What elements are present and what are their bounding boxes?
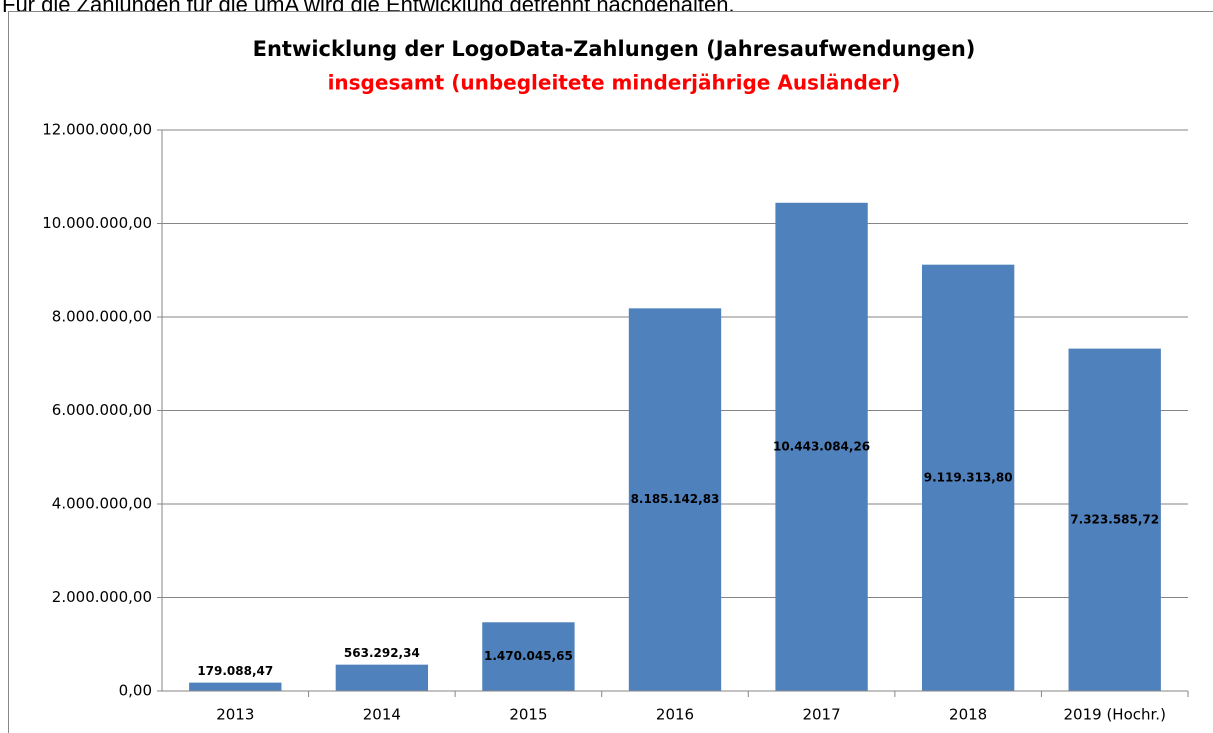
data-label: 563.292,34 <box>344 646 420 660</box>
chart-title: Entwicklung der LogoData-Zahlungen (Jahr… <box>253 37 976 61</box>
chart-frame <box>8 11 1213 733</box>
x-tick-label: 2014 <box>363 706 401 724</box>
x-tick-label: 2016 <box>656 706 694 724</box>
data-label: 8.185.142,83 <box>631 492 720 506</box>
y-tick-label: 8.000.000,00 <box>52 308 152 326</box>
chart-subtitle: insgesamt (unbegleitete minderjährige Au… <box>328 71 901 95</box>
x-tick-label: 2017 <box>802 706 840 724</box>
data-label: 7.323.585,72 <box>1070 512 1159 526</box>
bar <box>189 682 282 691</box>
y-tick-label: 0,00 <box>119 682 152 700</box>
y-tick-label: 6.000.000,00 <box>52 401 152 419</box>
y-tick-label: 2.000.000,00 <box>52 588 152 606</box>
bar <box>921 264 1015 691</box>
y-tick-label: 4.000.000,00 <box>52 495 152 513</box>
bar <box>775 202 868 691</box>
bar <box>335 664 429 691</box>
bar <box>482 622 575 691</box>
data-label: 179.088,47 <box>197 664 273 678</box>
data-label: 9.119.313,80 <box>924 470 1013 484</box>
y-tick-label: 10.000.000,00 <box>42 214 152 232</box>
x-tick-label: 2018 <box>949 706 987 724</box>
x-tick-label: 2013 <box>216 706 254 724</box>
bar <box>1068 348 1161 691</box>
x-tick-label: 2015 <box>509 706 547 724</box>
data-label: 1.470.045,65 <box>484 649 573 663</box>
bar <box>628 308 722 691</box>
y-tick-label: 12.000.000,00 <box>42 121 152 139</box>
data-label: 10.443.084,26 <box>773 439 870 453</box>
x-tick-label: 2019 (Hochr.) <box>1064 706 1166 724</box>
